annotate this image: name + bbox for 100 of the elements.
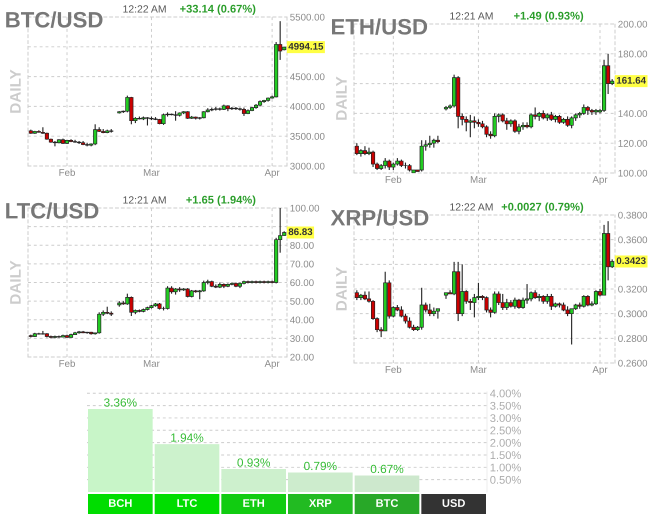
data-label: 1.94% (171, 433, 204, 442)
y-tick-label: 4500.00 (290, 73, 325, 80)
y-tick-label: 3500.00 (290, 132, 325, 140)
annotation: 0.3423 (616, 257, 646, 264)
y-tick-label: 0.3000 (618, 310, 648, 318)
data-label: 0.93% (237, 458, 270, 467)
candlestick (566, 116, 570, 128)
y-tick-label: 100.00 (290, 204, 320, 212)
y-tick-label: 0.3200 (618, 286, 648, 293)
candlestick (512, 297, 517, 310)
candlestick (472, 116, 476, 129)
annotation: 86.83 (288, 228, 312, 236)
candlestick (93, 124, 98, 146)
bar (288, 472, 353, 492)
candlestick (166, 286, 170, 310)
y-tick-label: 3000.00 (290, 162, 325, 170)
y-tick-label: 1.00% (490, 464, 521, 472)
candlestick (594, 290, 598, 306)
y-tick-label: 4.00% (490, 390, 521, 398)
candlestick (354, 142, 359, 156)
candlestick (468, 114, 472, 138)
x-tick-label: Feb (59, 360, 75, 367)
candlestick (354, 290, 359, 301)
y-tick-label: 20.00 (290, 354, 314, 361)
candlestick (566, 306, 570, 317)
y-tick-label: 0.2600 (618, 360, 648, 367)
x-tick-label: BCH (109, 499, 132, 507)
candlestick (525, 284, 530, 304)
candlestick (129, 96, 134, 125)
candlestick (492, 290, 497, 314)
candlestick (582, 104, 586, 116)
y-tick-label: 140.00 (618, 110, 648, 118)
y-tick-label: 30.00 (290, 335, 314, 342)
x-tick-label: Mar (470, 366, 487, 373)
text: 12:21 AM (450, 12, 493, 20)
x-tick-label: Feb (59, 168, 75, 176)
candlestick (129, 296, 134, 317)
annotation: 161.64 (616, 76, 646, 84)
y-tick-label: 5500.00 (290, 14, 325, 21)
chart-title: XRP/USD (330, 209, 428, 226)
y-tick-label: 200.00 (618, 20, 648, 28)
candlestick (512, 118, 517, 134)
y-tick-label: 180.00 (618, 50, 648, 58)
candlestick (516, 123, 521, 135)
candlestick (516, 298, 521, 310)
x-tick-label: LTC (177, 499, 198, 507)
y-tick-label: 50.00 (290, 298, 314, 305)
candlestick (570, 308, 574, 346)
y-tick-label: 4000.00 (290, 103, 325, 110)
candlestick (484, 124, 489, 138)
y-tick-label: 100.00 (618, 170, 648, 177)
chart-title: LTC/USD (6, 202, 98, 219)
candlestick (504, 298, 509, 311)
candlestick (586, 294, 590, 307)
annotation: 4994.15 (288, 42, 324, 50)
x-tick-label: Mar (144, 360, 160, 367)
x-tick-label: Mar (470, 176, 487, 183)
candlestick (161, 112, 166, 126)
data-label: 3.36% (104, 398, 137, 407)
candlestick (428, 135, 432, 148)
candlestick (504, 117, 509, 130)
chart-title: BTC/USD (6, 11, 103, 28)
candlestick (545, 293, 550, 304)
bar (354, 475, 420, 492)
y-tick-label: 3.50% (490, 402, 521, 410)
y-tick-label: 2.00% (490, 438, 521, 447)
candlestick (420, 287, 424, 330)
y-tick-label: 80.00 (290, 242, 314, 249)
text: +33.14 (0.67%) (180, 4, 256, 15)
bar (154, 444, 220, 492)
y-tick-label: 120.00 (618, 140, 648, 147)
bar (88, 409, 153, 492)
y-tick-label: 70.00 (290, 260, 314, 268)
text: +1.65 (1.94%) (186, 195, 256, 206)
bar (221, 469, 286, 492)
text: +1.49 (0.93%) (514, 11, 584, 22)
y-tick-label: 3.00% (490, 414, 521, 422)
x-tick-label: Feb (386, 176, 402, 183)
x-tick-label: Apr (264, 360, 280, 369)
text: 12:22 AM (123, 5, 166, 13)
y-tick-label: 1.50% (490, 451, 521, 460)
text: 12:22 AM (450, 203, 493, 211)
candlestick (105, 306, 110, 315)
chart-title: ETH/USD (332, 18, 428, 35)
candlestick (570, 116, 574, 129)
x-tick-label: XRP (309, 499, 332, 507)
text: 12:21 AM (123, 196, 166, 204)
x-tick-label: Apr (592, 366, 608, 375)
candlestick (436, 308, 440, 320)
x-tick-label: Apr (264, 169, 280, 178)
candlestick (420, 140, 424, 172)
candlestick (428, 303, 432, 317)
x-tick-label: ETH (243, 499, 264, 507)
y-tick-label: 0.2800 (618, 335, 648, 342)
x-tick-label: Mar (144, 169, 160, 176)
y-tick-label: 0.3800 (618, 212, 648, 219)
y-tick-label: 2.50% (490, 426, 521, 434)
candlestick (492, 112, 497, 138)
candlestick (383, 158, 388, 170)
candlestick (549, 293, 554, 311)
